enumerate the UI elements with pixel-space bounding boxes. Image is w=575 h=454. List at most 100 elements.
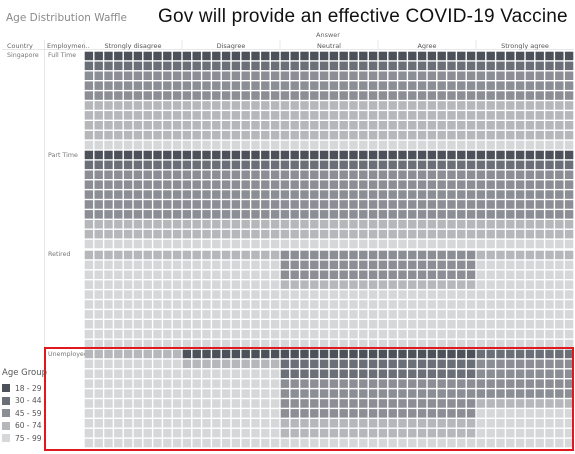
waffle-cell: [359, 101, 367, 110]
waffle-cell: [251, 330, 259, 339]
waffle-cell: [271, 161, 279, 170]
waffle-cell: [310, 290, 318, 299]
waffle-cell: [144, 271, 152, 280]
waffle-cell: [330, 261, 338, 270]
waffle-cell: [398, 101, 406, 110]
waffle-cell: [418, 271, 426, 280]
waffle-cell: [447, 171, 455, 180]
waffle-cell: [163, 310, 171, 319]
waffle-cell: [300, 280, 308, 289]
waffle-cell: [153, 310, 161, 319]
waffle-cell: [183, 261, 191, 270]
waffle-cell: [545, 230, 553, 239]
waffle-cell: [359, 171, 367, 180]
waffle-cell: [242, 72, 250, 81]
waffle-cell: [300, 210, 308, 219]
waffle-cell: [555, 52, 563, 61]
waffle-cell: [438, 111, 446, 120]
waffle-cell: [163, 121, 171, 130]
waffle-cell: [114, 161, 122, 170]
waffle-cell: [418, 190, 426, 199]
waffle-cell: [477, 111, 485, 120]
waffle-cell: [330, 190, 338, 199]
waffle-cell: [310, 72, 318, 81]
waffle-cell: [144, 240, 152, 249]
waffle-cell: [261, 290, 269, 299]
waffle-cell: [144, 141, 152, 150]
waffle-cell: [555, 251, 563, 260]
waffle-cell: [251, 91, 259, 100]
waffle-cell: [104, 200, 112, 209]
waffle-cell: [183, 161, 191, 170]
waffle-cell: [251, 300, 259, 309]
waffle-cell: [389, 91, 397, 100]
waffle-cell: [271, 251, 279, 260]
waffle-cell: [124, 261, 132, 270]
waffle-cell: [349, 251, 357, 260]
waffle-cell: [369, 81, 377, 90]
waffle-cell: [183, 220, 191, 229]
waffle-cell: [496, 121, 504, 130]
waffle-cell: [310, 52, 318, 61]
waffle-cell: [467, 320, 475, 329]
waffle-cell: [340, 290, 348, 299]
waffle-cell: [369, 161, 377, 170]
waffle-cell: [330, 62, 338, 71]
waffle-cell: [408, 251, 416, 260]
legend-label: 75 - 99: [15, 434, 42, 443]
waffle-cell: [261, 72, 269, 81]
waffle-cell: [251, 230, 259, 239]
waffle-cell: [330, 320, 338, 329]
waffle-cell: [408, 230, 416, 239]
waffle-cell: [281, 171, 289, 180]
waffle-cell: [193, 141, 201, 150]
legend-swatch: [2, 422, 10, 430]
waffle-cell: [545, 210, 553, 219]
waffle-cell: [320, 271, 328, 280]
waffle-cell: [545, 91, 553, 100]
waffle-cell: [232, 81, 240, 90]
waffle-cell: [222, 230, 230, 239]
waffle-cell: [124, 52, 132, 61]
waffle-cell: [428, 271, 436, 280]
waffle-cell: [428, 111, 436, 120]
waffle-cell: [212, 190, 220, 199]
waffle-cell: [320, 261, 328, 270]
waffle-cell: [408, 141, 416, 150]
waffle-cell: [526, 300, 534, 309]
legend-item: 60 - 74: [2, 421, 42, 431]
waffle-cell: [232, 280, 240, 289]
waffle-cell: [281, 62, 289, 71]
waffle-cell: [144, 261, 152, 270]
waffle-cell: [447, 62, 455, 71]
waffle-cell: [183, 62, 191, 71]
waffle-cell: [477, 300, 485, 309]
waffle-cell: [447, 220, 455, 229]
waffle-cell: [95, 111, 103, 120]
waffle-cell: [545, 300, 553, 309]
waffle-cell: [330, 171, 338, 180]
waffle-cell: [320, 240, 328, 249]
waffle-cell: [153, 220, 161, 229]
waffle-cell: [506, 210, 514, 219]
waffle-cell: [300, 101, 308, 110]
waffle-cell: [124, 171, 132, 180]
waffle-cell: [516, 111, 524, 120]
waffle-cell: [271, 290, 279, 299]
waffle-cell: [310, 300, 318, 309]
waffle-cell: [536, 200, 544, 209]
waffle-cell: [477, 62, 485, 71]
waffle-cell: [506, 101, 514, 110]
waffle-cell: [242, 190, 250, 199]
legend-item: 30 - 44: [2, 396, 42, 406]
waffle-cell: [124, 131, 132, 140]
waffle-cell: [320, 171, 328, 180]
waffle-cell: [134, 180, 142, 189]
waffle-cell: [300, 230, 308, 239]
waffle-cell: [447, 261, 455, 270]
waffle-cell: [487, 280, 495, 289]
waffle-cell: [496, 261, 504, 270]
waffle-cell: [251, 190, 259, 199]
waffle-cell: [242, 161, 250, 170]
waffle-cell: [340, 151, 348, 160]
